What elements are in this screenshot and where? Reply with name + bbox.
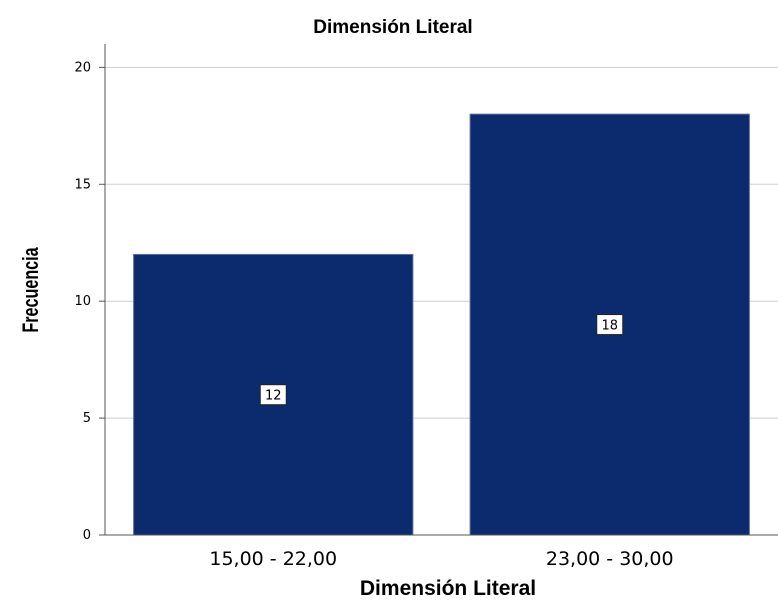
y-tick-label: 5 (83, 411, 91, 426)
data-label: 18 (601, 319, 618, 334)
x-axis-label: Dimensión Literal (360, 577, 536, 600)
y-tick-label: 0 (83, 528, 91, 543)
y-tick-label: 10 (74, 294, 91, 309)
data-label: 12 (265, 389, 282, 404)
data-labels: 12 18 (259, 314, 624, 406)
y-axis-label: Frecuencia (20, 247, 44, 333)
data-label-box (596, 314, 624, 336)
bars (133, 113, 750, 536)
chart-title: Dimensión Literal (313, 17, 472, 38)
y-tick-label: 20 (74, 60, 91, 75)
x-tick-label: 15,00 - 22,00 (209, 548, 337, 570)
y-ticks: 0 5 10 15 20 (74, 60, 105, 543)
x-tick-label: 23,00 - 30,00 (546, 548, 674, 570)
data-label-box (259, 384, 287, 406)
x-tick-labels: 15,00 - 22,00 23,00 - 30,00 (209, 548, 673, 570)
y-tick-label: 15 (74, 177, 91, 192)
